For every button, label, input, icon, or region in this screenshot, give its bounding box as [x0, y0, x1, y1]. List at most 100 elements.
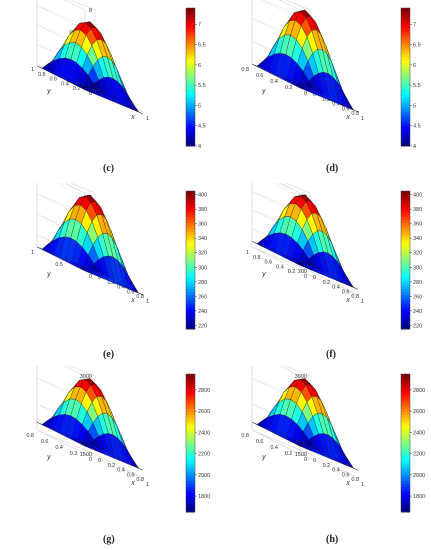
colorbar-cell-h-31: [401, 420, 410, 424]
colorbar-cell-c-17: [186, 94, 195, 98]
colorbar-cell-c-47: [186, 8, 195, 12]
colorbar-cell-d-34: [401, 45, 410, 49]
colorbar-cell-c-4: [186, 131, 195, 135]
colorbar-cell-f-2: [401, 320, 410, 324]
colorbar-cell-g-25: [186, 437, 195, 441]
ytick-f-2: 0.4: [276, 264, 284, 270]
colorbar-cell-d-7: [401, 123, 410, 127]
colorbar-cell-h-22: [401, 445, 410, 450]
colorbar-frame-g: [185, 373, 196, 513]
colorbar-cell-d-12: [401, 108, 410, 112]
colorbar-cell-c-5: [186, 128, 195, 133]
colorbar-cell-c-15: [186, 100, 195, 104]
colorbar-cell-e-38: [186, 216, 195, 221]
colorbar-cell-f-23: [401, 260, 410, 264]
colorbar-cell-d-24: [401, 74, 410, 78]
colorbar-cell-d-3: [401, 134, 410, 138]
xtick-g-1: 0.2: [108, 463, 116, 469]
colorbar-cell-e-46: [186, 193, 195, 198]
colorbar-cell-d-22: [401, 79, 410, 84]
colorbar-cell-h-14: [401, 468, 410, 473]
colorbar-cell-c-11: [186, 111, 195, 115]
ytick-h-1: 0.2: [285, 451, 293, 457]
colorbar-cell-d-44: [401, 16, 410, 20]
colorbar-cell-d-1: [401, 140, 410, 144]
colorbar-cell-f-32: [401, 234, 410, 238]
colorbar-cell-c-20: [186, 85, 195, 89]
colorbar-cell-e-33: [186, 231, 195, 235]
colorbar-cell-e-17: [186, 277, 195, 281]
panel-label-e: (e): [103, 349, 115, 360]
zgrid-e-3: [56, 183, 96, 198]
colorbar-cell-e-27: [186, 248, 195, 252]
colorbar-cell-f-18: [401, 274, 410, 278]
colorbar-cell-h-17: [401, 460, 410, 464]
colorbar-tick-f-6: 340: [413, 236, 422, 242]
ytick-h-4: 0.8: [241, 433, 249, 439]
ytick-g-2: 0.4: [55, 445, 63, 451]
colorbar-cell-h-33: [401, 414, 410, 418]
colorbar-cell-f-20: [401, 268, 410, 272]
surface-g: [36, 378, 144, 471]
colorbar-cell-f-10: [401, 297, 410, 301]
colorbar-cell-f-46: [401, 193, 410, 198]
colorbar-cell-f-30: [401, 239, 410, 244]
colorbar-cell-f-31: [401, 237, 410, 241]
xtick-g-4: 0.8: [136, 477, 144, 483]
colorbar-cell-d-14: [401, 102, 410, 107]
colorbar-cell-c-2: [186, 137, 195, 141]
zgrid-f-0: [251, 246, 311, 272]
colorbar-tick-c-5: 6.5: [198, 43, 206, 49]
panel-label-h: (h): [326, 534, 339, 545]
colorbar-frame-f: [400, 190, 411, 330]
colorbar-cell-c-12: [186, 108, 195, 112]
colorbar-cell-e-37: [186, 219, 195, 224]
ytick-d-2: 0.4: [270, 79, 278, 85]
colorbar-cell-h-2: [401, 503, 410, 507]
colorbar-cell-f-35: [401, 225, 410, 229]
colorbar-cell-e-21: [186, 265, 195, 270]
colorbar-cell-h-5: [401, 494, 410, 499]
colorbar-cell-e-43: [186, 202, 195, 206]
colorbar-tick-g-1: 2000: [198, 473, 210, 479]
colorbar-cell-e-8: [186, 303, 195, 307]
colorbar-cell-e-12: [186, 291, 195, 295]
colorbar-cell-h-21: [401, 448, 410, 453]
colorbar-tick-d-0: 4: [413, 144, 416, 150]
colorbar-cell-c-33: [186, 48, 195, 52]
colorbar-cell-g-20: [186, 451, 195, 455]
colorbar-cell-g-41: [186, 391, 195, 395]
ytick-c-3: 0.6: [50, 77, 58, 83]
colorbar-cell-c-38: [186, 33, 195, 38]
colorbar-cell-d-45: [401, 13, 410, 18]
xtick-d-3: 0.6: [342, 106, 350, 112]
xtick-e-2: 0.4: [117, 285, 125, 291]
xtick-e-1: 0.2: [108, 280, 116, 286]
surface-patch-f-99: [347, 277, 359, 290]
colorbar-cell-c-13: [186, 105, 195, 110]
colorbar-cell-h-37: [401, 402, 410, 407]
colorbar-cell-h-26: [401, 434, 410, 438]
colorbar-cell-c-45: [186, 13, 195, 18]
colorbar-cell-e-20: [186, 268, 195, 272]
colorbar-cell-c-24: [186, 74, 195, 78]
colorbar-cell-f-25: [401, 254, 410, 258]
colorbar-tick-d-1: 4.5: [413, 124, 421, 130]
colorbar-cell-c-23: [186, 77, 195, 81]
ylabel-f: y: [261, 271, 266, 278]
colorbar-cell-d-2: [401, 137, 410, 141]
colorbar-cell-d-6: [401, 125, 410, 130]
colorbar-cell-d-26: [401, 68, 410, 72]
xtick-d-2: 0.4: [332, 102, 340, 108]
colorbar-cell-f-44: [401, 199, 410, 203]
colorbar-cell-h-28: [401, 428, 410, 432]
colorbar-cell-f-38: [401, 216, 410, 221]
colorbar-cell-c-18: [186, 91, 195, 95]
colorbar-tick-f-1: 240: [413, 309, 422, 315]
zgrid-g-0: [36, 429, 96, 455]
xtick-d-1: 0.2: [323, 97, 331, 103]
colorbar-cell-d-20: [401, 85, 410, 89]
colorbar-cell-g-28: [186, 428, 195, 432]
